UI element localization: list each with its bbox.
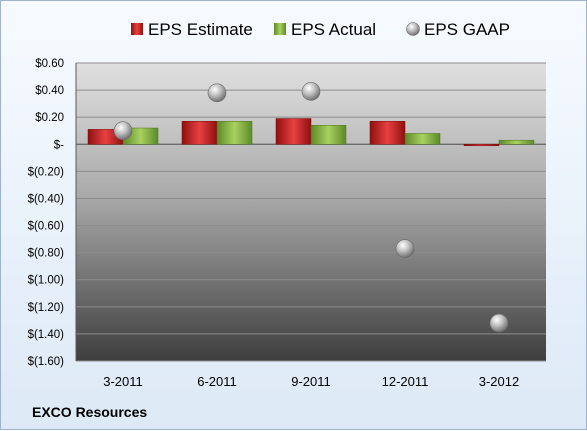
point-eps-gaap xyxy=(301,82,321,101)
y-tick-label: $(1.40) xyxy=(28,329,65,341)
y-tick-label: $(0.20) xyxy=(28,166,65,178)
legend: EPS Estimate EPS Actual EPS GAAP xyxy=(131,20,510,39)
legend-label: EPS Actual xyxy=(291,20,376,39)
point-eps-gaap xyxy=(113,121,133,141)
y-tick-label: $(0.60) xyxy=(28,221,65,233)
company-name: EXCO Resources xyxy=(32,404,148,420)
x-tick-label: 3-2011 xyxy=(103,374,143,389)
y-tick-label: $0.60 xyxy=(35,58,64,70)
bar-eps-actual xyxy=(310,125,347,145)
x-tick-label: 12-2011 xyxy=(382,374,429,389)
bar-eps-estimate xyxy=(275,118,312,145)
y-tick-label: $(0.40) xyxy=(28,193,65,205)
bar-eps-estimate xyxy=(463,144,500,147)
y-tick-label: $(1.00) xyxy=(28,275,65,287)
y-tick-label: $- xyxy=(54,139,64,151)
y-tick-label: $0.40 xyxy=(35,85,64,97)
bar-eps-actual xyxy=(216,120,253,145)
bar-eps-actual xyxy=(498,139,535,145)
x-tick-label: 3-2012 xyxy=(479,374,519,389)
bar-eps-estimate xyxy=(369,120,406,145)
y-tick-label: $(0.80) xyxy=(28,248,65,260)
legend-label: EPS Estimate xyxy=(148,20,253,39)
legend-swatch-eps-gaap xyxy=(406,22,420,36)
y-tick-label: $0.20 xyxy=(35,112,64,124)
plot-area: $0.60 $0.40 $0.20 $- $(0.20) $(0.40) $(0.60) $(… xyxy=(28,58,546,389)
x-tick-label: 6-2011 xyxy=(197,374,237,389)
bar-eps-actual xyxy=(404,133,441,145)
bar-eps-estimate xyxy=(181,120,218,145)
point-eps-gaap xyxy=(489,313,509,333)
point-eps-gaap xyxy=(207,83,227,103)
plot-background xyxy=(76,63,546,361)
legend-label: EPS GAAP xyxy=(424,20,510,39)
y-tick-label: $(1.20) xyxy=(28,302,65,314)
y-tick-label: $(1.60) xyxy=(28,356,65,368)
legend-swatch-eps-estimate xyxy=(131,23,143,35)
x-tick-label: 9-2011 xyxy=(291,374,331,389)
legend-swatch-eps-actual xyxy=(274,23,286,35)
point-eps-gaap xyxy=(395,239,415,258)
